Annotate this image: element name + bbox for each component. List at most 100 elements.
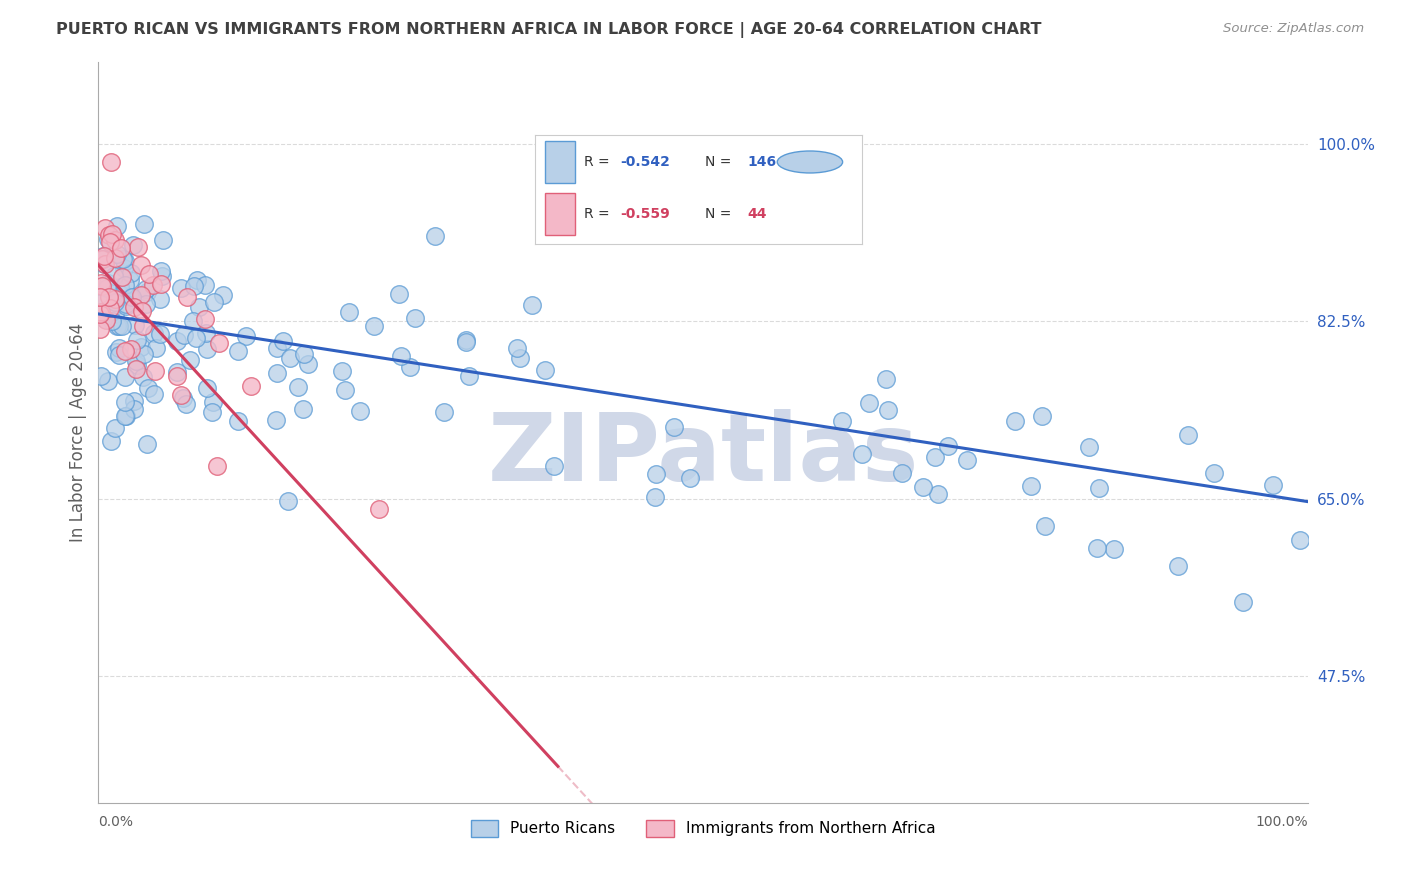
Point	[174, 397, 197, 411]
Point	[273, 334, 295, 348]
Point	[404, 310, 426, 325]
Point	[129, 288, 152, 302]
Point	[1033, 518, 1056, 533]
Point	[101, 227, 124, 241]
Point	[457, 368, 479, 383]
Point	[266, 341, 288, 355]
Point	[938, 439, 960, 453]
Point	[138, 267, 160, 281]
Point	[389, 350, 412, 364]
Point	[97, 276, 120, 290]
Point	[104, 421, 127, 435]
Text: 44: 44	[748, 207, 768, 220]
Point	[1104, 542, 1126, 557]
Point	[142, 326, 165, 340]
Point	[277, 493, 299, 508]
Point	[388, 287, 411, 301]
Point	[1177, 428, 1199, 442]
Point	[858, 396, 880, 410]
Point	[149, 277, 172, 291]
Point	[135, 285, 157, 300]
Point	[127, 240, 149, 254]
Point	[211, 287, 233, 301]
Point	[111, 270, 134, 285]
Point	[112, 261, 135, 276]
Point	[1019, 479, 1042, 493]
Point	[125, 362, 148, 376]
Point	[91, 252, 114, 267]
Point	[264, 413, 287, 427]
Point	[851, 447, 873, 461]
Point	[169, 281, 191, 295]
Point	[368, 502, 391, 516]
Point	[104, 345, 127, 359]
Point	[149, 327, 172, 342]
Bar	[546, 141, 575, 183]
Point	[127, 333, 149, 347]
Text: R =: R =	[585, 207, 614, 220]
Point	[363, 318, 385, 333]
Point	[91, 249, 114, 263]
Point	[1261, 478, 1284, 492]
Point	[1204, 466, 1226, 480]
Point	[136, 381, 159, 395]
Point	[425, 228, 447, 243]
Point	[149, 264, 172, 278]
Point	[135, 297, 157, 311]
Point	[534, 363, 557, 377]
Point	[122, 238, 145, 252]
Point	[956, 453, 979, 467]
Point	[333, 383, 356, 397]
Point	[1077, 440, 1099, 454]
Point	[124, 354, 146, 368]
Point	[183, 279, 205, 293]
Point	[184, 331, 207, 345]
Point	[278, 351, 301, 365]
Point	[124, 294, 146, 309]
Point	[172, 391, 194, 405]
Y-axis label: In Labor Force | Age 20-64: In Labor Force | Age 20-64	[69, 323, 87, 542]
Point	[176, 290, 198, 304]
Point	[134, 217, 156, 231]
Point	[292, 347, 315, 361]
Point	[131, 319, 153, 334]
Point	[166, 364, 188, 378]
Point	[111, 252, 134, 266]
Point	[226, 413, 249, 427]
Point	[166, 369, 188, 384]
Point	[90, 276, 112, 290]
Point	[132, 370, 155, 384]
Point	[96, 281, 118, 295]
Point	[120, 343, 142, 357]
Point	[195, 326, 218, 340]
Point	[122, 401, 145, 416]
Point	[114, 409, 136, 424]
Point	[1085, 541, 1108, 556]
Point	[186, 273, 208, 287]
Point	[120, 273, 142, 287]
Point	[111, 319, 134, 334]
Point	[454, 334, 477, 349]
Point	[100, 434, 122, 448]
Point	[924, 450, 946, 464]
Text: 100.0%: 100.0%	[1256, 815, 1308, 829]
Point	[644, 490, 666, 504]
Text: -0.542: -0.542	[620, 155, 671, 169]
Point	[91, 252, 114, 267]
Point	[93, 311, 115, 326]
Point	[876, 403, 898, 417]
Point	[193, 312, 215, 326]
Point	[89, 321, 111, 335]
Point	[89, 290, 111, 304]
Point	[349, 404, 371, 418]
Point	[170, 388, 193, 402]
Point	[93, 221, 115, 235]
Point	[433, 405, 456, 419]
Point	[509, 351, 531, 365]
Point	[115, 409, 138, 423]
Point	[122, 300, 145, 314]
Point	[287, 380, 309, 394]
Point	[205, 459, 228, 474]
Point	[135, 282, 157, 296]
Point	[129, 341, 152, 355]
